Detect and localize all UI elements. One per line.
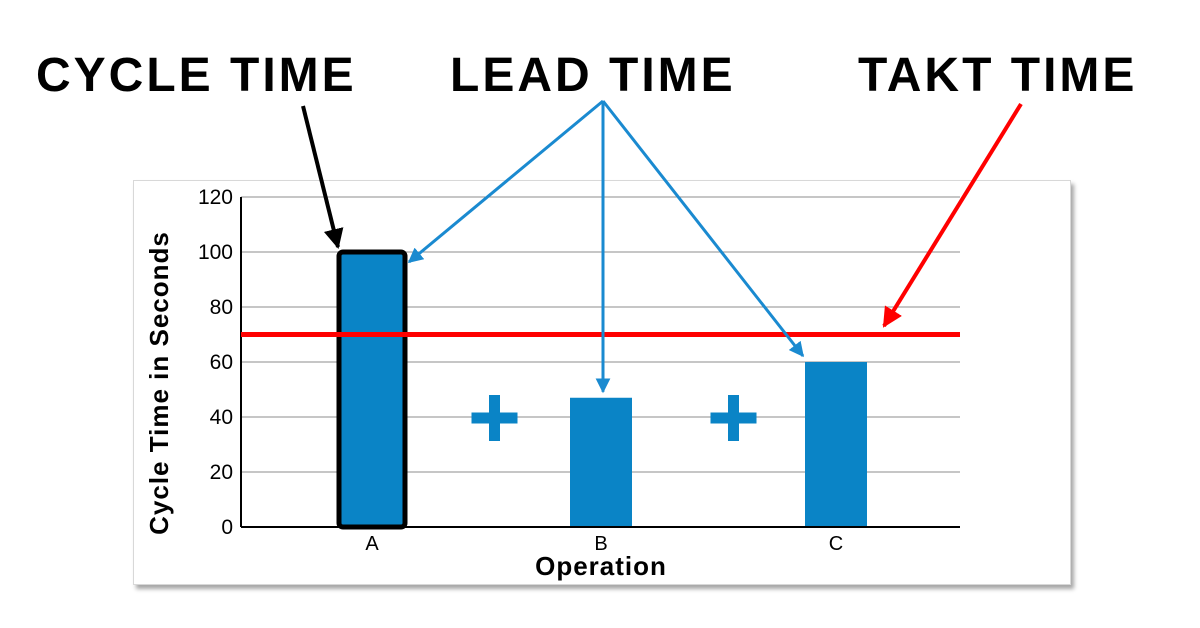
x-tick-label: C [829, 533, 843, 555]
plus-icon-vertical [728, 395, 739, 441]
bar-a [336, 249, 408, 530]
x-tick-labels: A B C [365, 533, 843, 555]
x-axis-title: Operation [535, 551, 667, 581]
bar-b [570, 397, 632, 527]
plus-icon [471, 395, 518, 441]
lead-time-headline: LEAD TIME [450, 49, 736, 102]
callout-arrows [301, 99, 1023, 394]
cycle-time-headline: CYCLE TIME [36, 49, 357, 102]
plus-signs [471, 395, 757, 441]
lead-time-arrow [407, 99, 604, 264]
cycle-time-arrow [301, 105, 344, 249]
plus-icon-vertical [489, 395, 500, 441]
y-tick-label: 40 [210, 406, 233, 429]
y-tick-label: 0 [221, 516, 233, 539]
y-tick-label: 120 [198, 186, 233, 209]
bar-c [805, 362, 867, 527]
takt-time-arrow [882, 102, 1023, 328]
x-tick-label: B [594, 533, 607, 555]
y-tick-label: 20 [210, 461, 233, 484]
plus-icon [710, 395, 757, 441]
y-tick-label: 80 [210, 296, 233, 319]
x-tick-label: A [365, 533, 379, 555]
y-tick-label: 100 [198, 241, 233, 264]
takt-time-headline: TAKT TIME [858, 49, 1138, 102]
y-tick-label: 60 [210, 351, 233, 374]
y-tick-labels: 0 20 40 60 80 100 120 [198, 186, 233, 539]
y-axis-title: Cycle Time in Seconds [144, 231, 174, 535]
lead-time-arrow [601, 100, 805, 358]
bars [336, 249, 867, 530]
